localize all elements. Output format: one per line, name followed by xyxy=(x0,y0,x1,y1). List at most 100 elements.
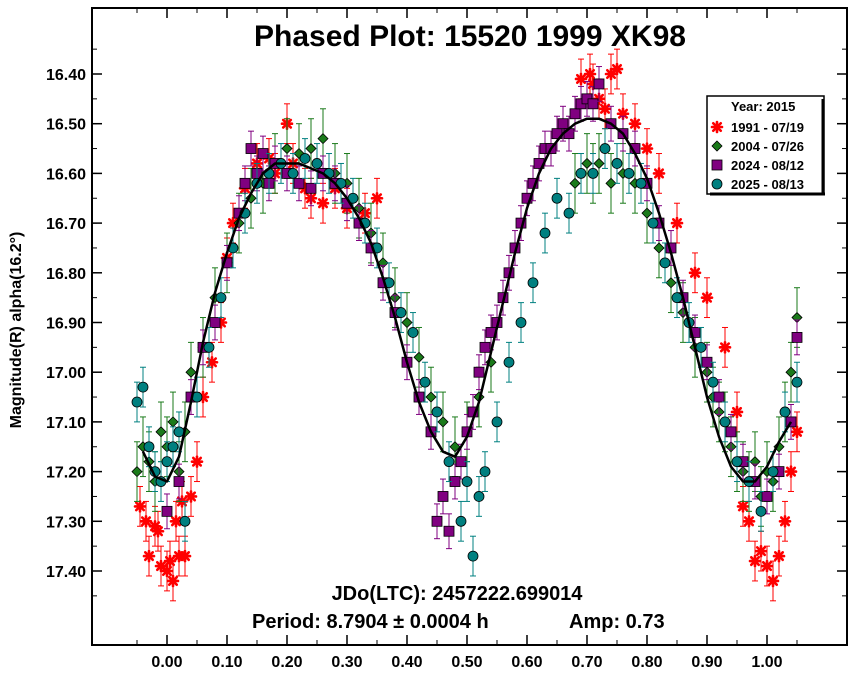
data-point-1991-stroke xyxy=(191,456,203,467)
data-point-2024 xyxy=(173,476,185,487)
legend-marker xyxy=(711,159,723,171)
data-point-2025 xyxy=(461,476,473,487)
data-point-2004 xyxy=(413,351,425,363)
data-point-2025 xyxy=(161,456,173,468)
data-point-1991 xyxy=(670,216,684,230)
data-point-2024 xyxy=(587,98,599,110)
data-point-1991 xyxy=(760,559,774,573)
y-tick-label: 16.80 xyxy=(46,266,86,283)
data-point-2004 xyxy=(449,441,461,453)
data-point-2024 xyxy=(791,332,803,343)
data-point-2024 xyxy=(569,108,581,120)
data-point-2024 xyxy=(761,491,773,502)
y-tick-label: 16.50 xyxy=(46,117,86,134)
fit-curve-layer xyxy=(141,117,793,483)
data-point-2025 xyxy=(791,376,803,388)
data-point-1991 xyxy=(151,524,165,538)
data-point-1991 xyxy=(700,291,714,304)
data-point-2025 xyxy=(443,456,455,468)
data-point-2024 xyxy=(221,257,233,269)
data-point-1991-stroke xyxy=(773,551,785,562)
data-point-1991 xyxy=(754,544,768,558)
data-point-2025 xyxy=(467,550,479,562)
legend-label: 2024 - 08/12 xyxy=(731,158,804,173)
legend-label: 1991 - 07/19 xyxy=(731,120,804,135)
data-point-2025 xyxy=(563,207,575,219)
data-point-2004 xyxy=(281,142,293,155)
x-tick-label: 0.70 xyxy=(571,654,602,671)
data-point-2024 xyxy=(725,426,737,438)
data-point-1991-stroke xyxy=(749,556,761,567)
data-point-2004 xyxy=(785,366,797,378)
data-point-1991-stroke xyxy=(134,501,146,512)
x-tick-label: 0.80 xyxy=(631,654,662,671)
tick-labels: 0.00 0.10 0.20 0.30 0.40 0.50 0.60 0.70 0.80 0.90… xyxy=(46,67,783,671)
x-tick-label: 1.00 xyxy=(751,654,782,671)
fourier-fit-curve xyxy=(141,117,793,483)
data-point-1991-stroke xyxy=(779,516,791,527)
data-point-1991 xyxy=(718,341,732,354)
data-point-2025 xyxy=(137,381,149,393)
series-2025 xyxy=(131,128,803,577)
x-tick-label: 0.40 xyxy=(391,654,422,671)
data-point-1991-stroke xyxy=(371,193,383,204)
data-point-1991-stroke xyxy=(170,516,182,527)
legend-marker xyxy=(710,120,724,134)
data-point-2024 xyxy=(437,491,449,502)
data-point-2024 xyxy=(521,192,533,204)
legend-label: 2004 - 07/26 xyxy=(731,139,804,154)
data-point-1991 xyxy=(778,514,792,528)
data-point-1991 xyxy=(610,62,624,76)
data-point-2024 xyxy=(443,525,455,537)
data-point-2024 xyxy=(239,177,251,189)
data-point-2025 xyxy=(515,317,527,328)
data-point-2025 xyxy=(203,341,215,353)
data-point-1991-stroke xyxy=(629,118,641,129)
data-point-1991 xyxy=(790,425,804,439)
data-point-2004 xyxy=(665,277,677,289)
axis-ticks xyxy=(92,8,847,645)
data-point-1991 xyxy=(190,455,204,468)
data-point-2024 xyxy=(431,515,443,527)
data-point-1991 xyxy=(736,500,750,513)
data-point-2024 xyxy=(209,317,221,328)
data-point-2025 xyxy=(491,416,503,428)
data-point-2025 xyxy=(551,192,563,204)
data-point-1991 xyxy=(154,559,168,573)
data-point-1991 xyxy=(178,549,192,563)
data-point-2025 xyxy=(299,153,311,164)
amp-annotation: Amp: 0.73 xyxy=(569,611,665,633)
legend-marker xyxy=(711,178,723,190)
data-point-1991-stroke xyxy=(167,575,179,586)
data-point-1991-stroke xyxy=(791,426,803,437)
data-point-2024 xyxy=(473,366,485,378)
data-point-2024 xyxy=(293,177,305,189)
data-point-1991 xyxy=(142,549,156,563)
data-point-1991-stroke xyxy=(140,516,152,527)
data-point-2004 xyxy=(401,316,413,329)
data-point-1991-stroke xyxy=(611,63,623,75)
data-point-1991-stroke xyxy=(785,466,797,477)
y-tick-label: 16.60 xyxy=(46,166,86,183)
y-tick-label: 17.20 xyxy=(46,465,86,482)
data-point-2004 xyxy=(185,366,197,378)
data-point-1991 xyxy=(184,490,198,503)
data-point-2025 xyxy=(527,277,539,289)
data-point-2025 xyxy=(419,376,431,388)
data-point-1991 xyxy=(370,191,384,205)
data-point-1991-stroke xyxy=(731,406,743,418)
data-point-2025 xyxy=(671,292,683,304)
data-point-2004 xyxy=(425,391,437,403)
legend-entries: 1991 - 07/19 2004 - 07/26 2024 - 08/12 2025… xyxy=(710,120,804,192)
data-point-2025 xyxy=(311,158,323,169)
data-point-2004 xyxy=(155,426,167,438)
data-point-2025 xyxy=(587,167,599,179)
data-point-1991-stroke xyxy=(155,560,167,572)
y-tick-label: 16.70 xyxy=(46,216,86,233)
data-point-2024 xyxy=(593,78,605,90)
data-point-2025 xyxy=(611,158,623,169)
data-point-2004 xyxy=(605,177,617,189)
x-tick-label: 0.10 xyxy=(211,654,242,671)
data-point-2025 xyxy=(647,217,659,229)
